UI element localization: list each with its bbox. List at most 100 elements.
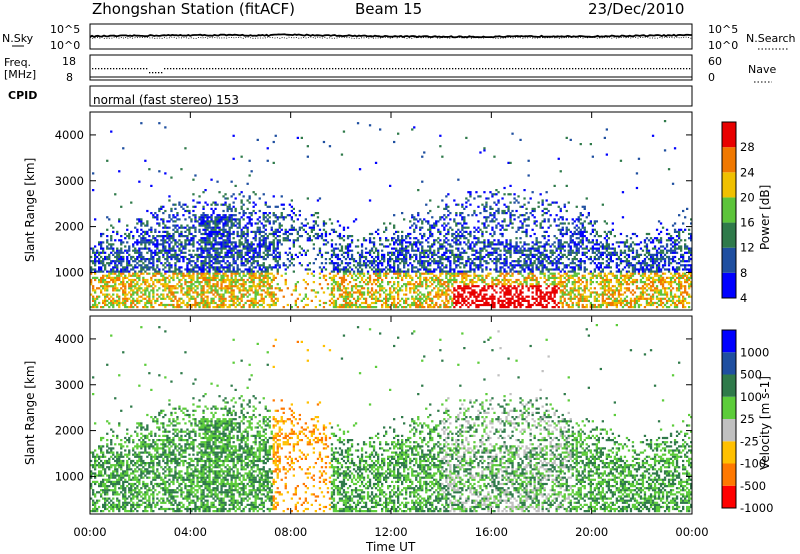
range-cell <box>463 226 466 229</box>
range-cell <box>230 303 233 307</box>
range-cell <box>360 287 364 290</box>
range-cell <box>465 260 468 263</box>
range-cell <box>264 270 267 273</box>
range-cell <box>248 216 251 219</box>
range-cell <box>429 303 432 307</box>
range-cell <box>106 216 109 219</box>
range-cell <box>449 306 452 309</box>
freq-dot <box>428 68 430 70</box>
range-cell <box>421 264 424 267</box>
range-cell <box>108 264 111 267</box>
range-cell <box>112 278 115 282</box>
range-cell <box>513 266 516 269</box>
range-cell <box>379 260 382 263</box>
range-cell <box>172 253 175 256</box>
range-cell <box>425 278 428 282</box>
range-cell <box>180 255 183 259</box>
range-cell <box>393 270 396 273</box>
range-cell <box>94 270 97 273</box>
range-cell <box>208 270 211 273</box>
range-cell <box>254 266 257 269</box>
range-cell <box>222 243 225 246</box>
range-cell <box>152 297 155 300</box>
range-cell <box>459 270 462 273</box>
range-cell <box>417 299 420 302</box>
range-cell <box>112 230 115 233</box>
range-cell <box>429 247 432 250</box>
range-cell <box>272 239 275 242</box>
range-cell <box>162 253 165 256</box>
range-cell <box>130 295 133 298</box>
range-cell <box>467 301 470 305</box>
range-cell <box>391 251 394 254</box>
range-cell <box>421 266 424 269</box>
range-cell <box>344 262 348 265</box>
range-cell <box>132 235 135 238</box>
range-cell <box>475 303 478 307</box>
range-cell <box>515 237 518 240</box>
range-cell <box>224 253 227 256</box>
range-cell <box>212 247 215 250</box>
noise-right-tick-top: 10^5 <box>708 23 738 36</box>
range-cell <box>469 266 472 269</box>
range-cell <box>499 232 502 236</box>
range-cell <box>368 303 372 307</box>
range-cell <box>338 289 342 292</box>
range-cell <box>489 297 492 300</box>
range-cell <box>120 255 123 259</box>
range-cell <box>401 278 404 282</box>
range-cell <box>403 270 406 273</box>
range-cell <box>340 260 344 263</box>
range-cell <box>362 287 366 290</box>
range-cell <box>364 283 368 286</box>
range-cell <box>138 220 141 223</box>
range-cell <box>483 289 486 292</box>
range-cell <box>417 270 420 273</box>
range-cell <box>499 270 502 273</box>
range-cell <box>204 243 207 246</box>
range-cell <box>354 287 358 290</box>
range-cell <box>455 289 458 292</box>
range-cell <box>102 247 105 250</box>
range-cell <box>132 281 135 284</box>
range-cell <box>226 251 229 254</box>
range-cell <box>220 283 223 286</box>
range-cell <box>142 281 145 284</box>
range-cell <box>216 232 219 236</box>
range-cell <box>204 281 207 284</box>
range-cell <box>463 251 466 254</box>
range-cell <box>320 255 324 259</box>
range-cell <box>192 226 195 229</box>
range-cell <box>276 243 279 246</box>
range-cell <box>489 295 492 298</box>
freq-dot <box>248 68 250 70</box>
range-cell <box>397 270 400 273</box>
range-cell <box>134 303 137 307</box>
range-cell <box>505 274 508 277</box>
range-cell <box>358 281 362 284</box>
range-cell <box>216 218 219 221</box>
range-cell <box>164 303 167 307</box>
range-cell <box>172 220 175 223</box>
freq-dot <box>566 68 568 70</box>
range-cell <box>423 260 426 263</box>
range-cell <box>202 205 205 208</box>
range-cell <box>166 235 169 238</box>
range-cell <box>467 226 470 229</box>
range-cell <box>272 255 275 259</box>
range-cell <box>306 239 309 242</box>
range-cell <box>266 287 269 290</box>
range-cell <box>166 249 169 252</box>
range-cell <box>212 285 215 288</box>
range-cell <box>134 274 137 277</box>
range-cell <box>128 260 131 263</box>
range-cell <box>188 232 191 236</box>
range-cell <box>372 278 376 282</box>
range-cell <box>266 270 269 273</box>
range-cell <box>387 260 390 263</box>
range-cell <box>144 245 147 248</box>
freq-dot <box>215 68 217 70</box>
range-cell <box>256 226 259 229</box>
range-cell <box>463 274 466 277</box>
range-cell <box>142 268 145 271</box>
